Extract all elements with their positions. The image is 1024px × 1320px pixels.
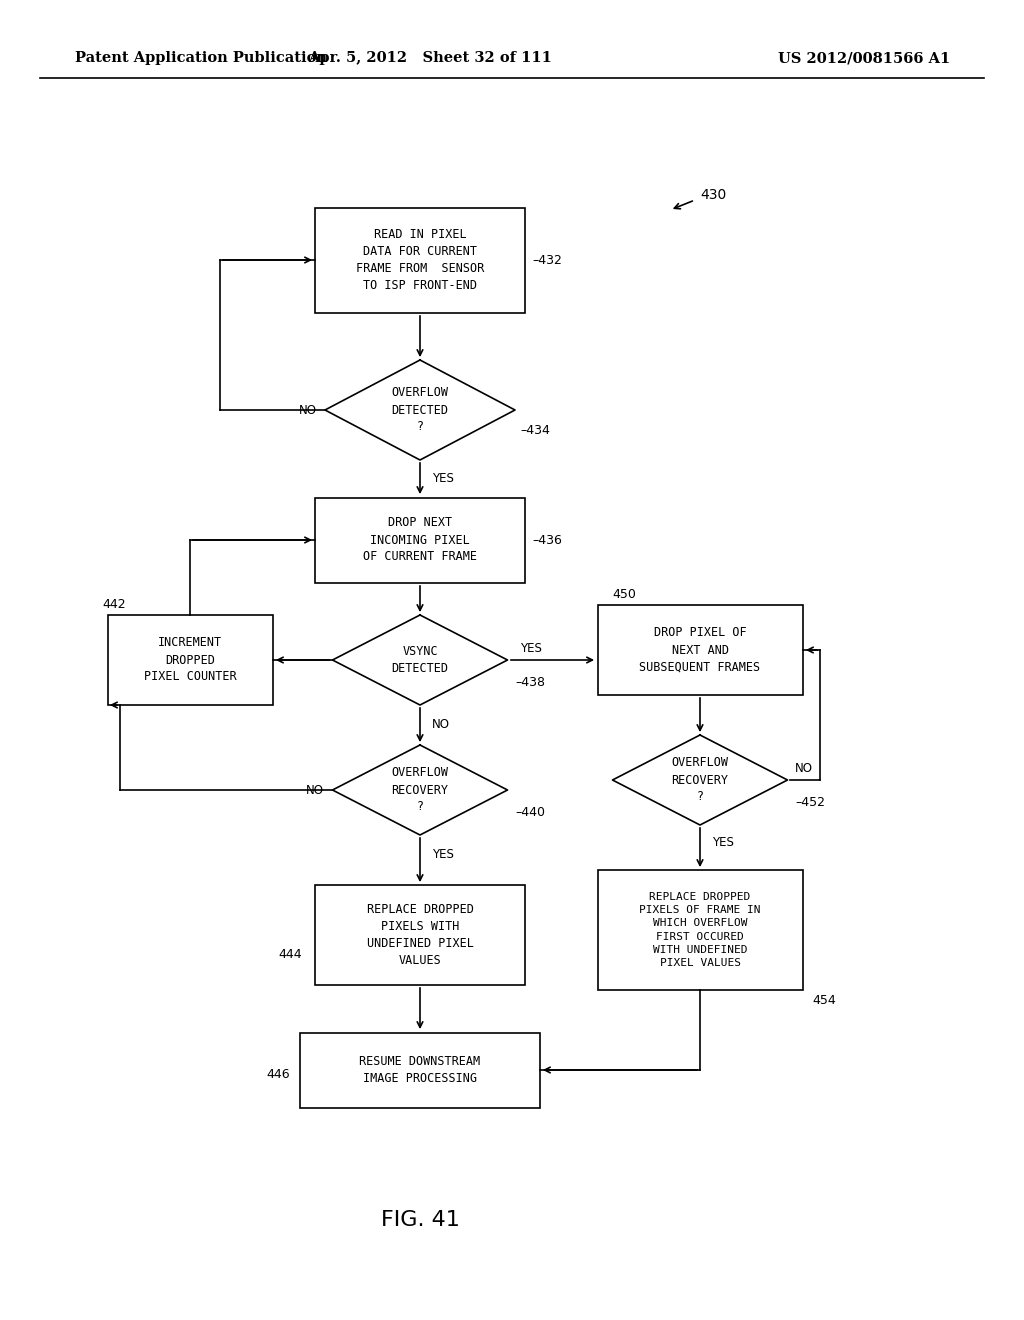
Text: –432: –432 <box>532 253 562 267</box>
Text: 446: 446 <box>266 1068 290 1081</box>
Text: 430: 430 <box>700 187 726 202</box>
Polygon shape <box>325 360 515 459</box>
Text: REPLACE DROPPED
PIXELS OF FRAME IN
WHICH OVERFLOW
FIRST OCCURED
WITH UNDEFINED
P: REPLACE DROPPED PIXELS OF FRAME IN WHICH… <box>639 892 761 968</box>
Text: READ IN PIXEL
DATA FOR CURRENT
FRAME FROM  SENSOR
TO ISP FRONT-END: READ IN PIXEL DATA FOR CURRENT FRAME FRO… <box>356 228 484 292</box>
Text: INCREMENT
DROPPED
PIXEL COUNTER: INCREMENT DROPPED PIXEL COUNTER <box>143 636 237 684</box>
Text: 450: 450 <box>612 589 636 602</box>
Text: RESUME DOWNSTREAM
IMAGE PROCESSING: RESUME DOWNSTREAM IMAGE PROCESSING <box>359 1055 480 1085</box>
Text: NO: NO <box>432 718 450 731</box>
Bar <box>108 615 272 705</box>
Text: OVERFLOW
RECOVERY
?: OVERFLOW RECOVERY ? <box>672 756 728 804</box>
Bar <box>315 884 525 985</box>
Text: –434: –434 <box>520 424 550 437</box>
Text: NO: NO <box>795 762 813 775</box>
Text: NO: NO <box>299 404 317 417</box>
Text: NO: NO <box>306 784 324 796</box>
Text: YES: YES <box>712 836 734 849</box>
Bar <box>315 207 525 313</box>
Text: YES: YES <box>432 471 454 484</box>
Text: Apr. 5, 2012   Sheet 32 of 111: Apr. 5, 2012 Sheet 32 of 111 <box>308 51 552 65</box>
Text: YES: YES <box>520 642 542 655</box>
Text: 454: 454 <box>812 994 836 1006</box>
Text: YES: YES <box>432 849 454 862</box>
Text: Patent Application Publication: Patent Application Publication <box>75 51 327 65</box>
Text: VSYNC
DETECTED: VSYNC DETECTED <box>391 645 449 675</box>
Bar <box>597 605 803 696</box>
Text: 442: 442 <box>102 598 126 611</box>
Text: OVERFLOW
RECOVERY
?: OVERFLOW RECOVERY ? <box>391 767 449 813</box>
Text: –452: –452 <box>795 796 825 808</box>
Bar <box>300 1032 540 1107</box>
Text: DROP PIXEL OF
NEXT AND
SUBSEQUENT FRAMES: DROP PIXEL OF NEXT AND SUBSEQUENT FRAMES <box>639 627 761 673</box>
Bar <box>315 498 525 582</box>
Polygon shape <box>333 744 508 836</box>
Text: –438: –438 <box>515 676 545 689</box>
Text: FIG. 41: FIG. 41 <box>381 1210 460 1230</box>
Bar <box>597 870 803 990</box>
Text: –440: –440 <box>515 805 545 818</box>
Text: 444: 444 <box>279 949 302 961</box>
Text: DROP NEXT
INCOMING PIXEL
OF CURRENT FRAME: DROP NEXT INCOMING PIXEL OF CURRENT FRAM… <box>362 516 477 564</box>
Text: –436: –436 <box>532 533 562 546</box>
Text: REPLACE DROPPED
PIXELS WITH
UNDEFINED PIXEL
VALUES: REPLACE DROPPED PIXELS WITH UNDEFINED PI… <box>367 903 473 968</box>
Polygon shape <box>612 735 787 825</box>
Text: OVERFLOW
DETECTED
?: OVERFLOW DETECTED ? <box>391 387 449 433</box>
Polygon shape <box>333 615 508 705</box>
Text: US 2012/0081566 A1: US 2012/0081566 A1 <box>778 51 950 65</box>
